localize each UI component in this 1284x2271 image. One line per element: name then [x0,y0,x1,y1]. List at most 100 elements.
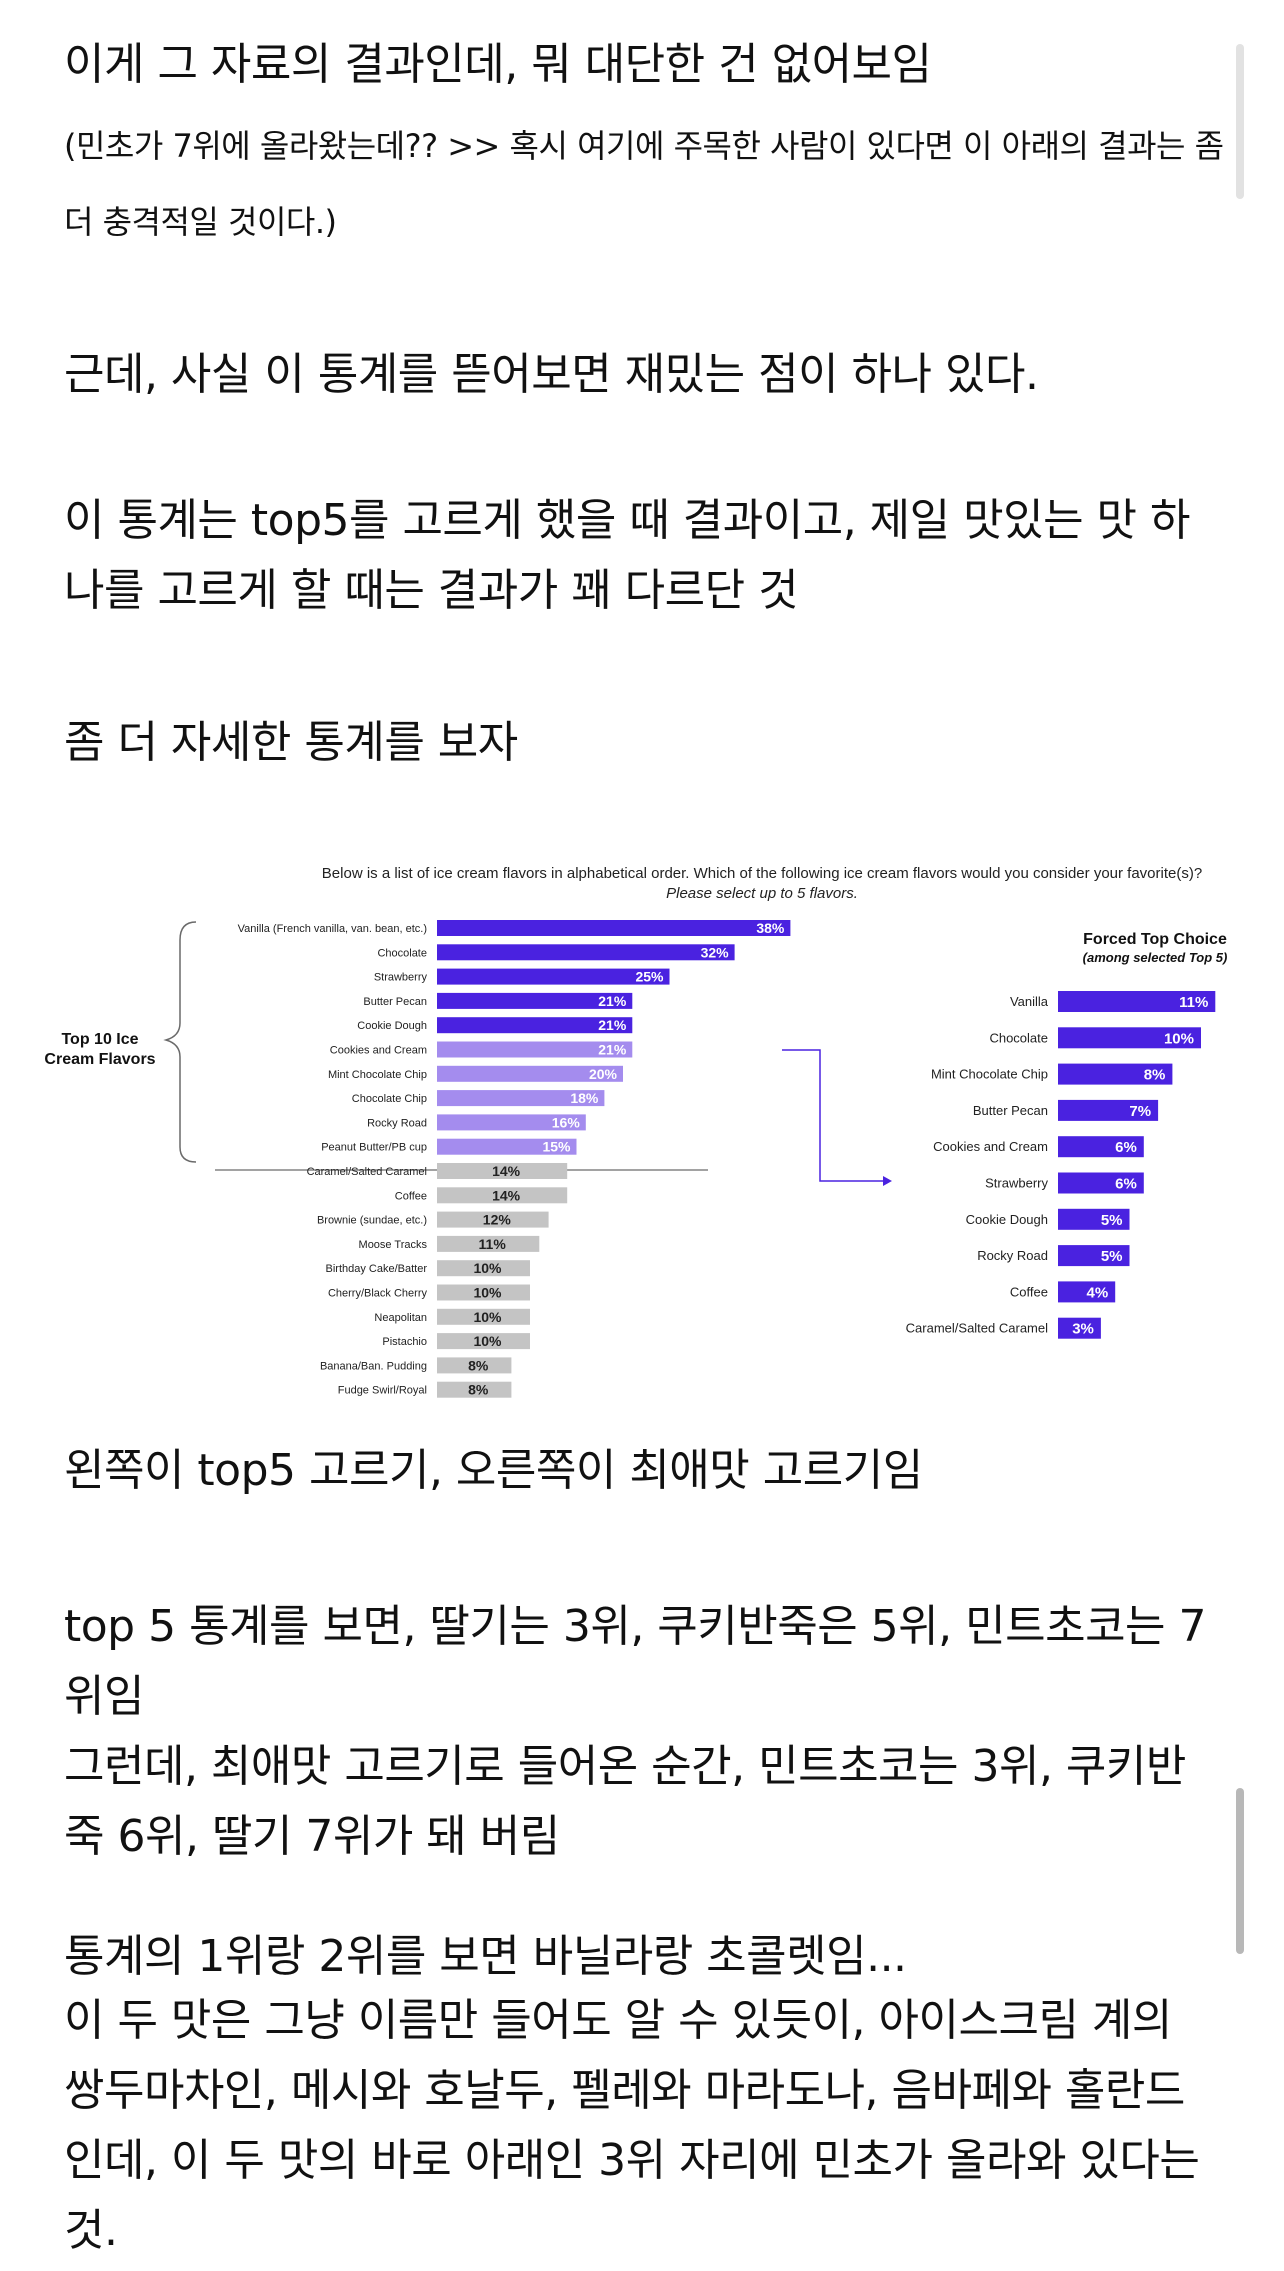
left-category-label: Fudge Swirl/Royal [338,1385,427,1397]
right-bar-value: 11% [1179,994,1208,1011]
left-category-label: Cherry/Black Cherry [328,1288,428,1300]
paragraph-3: 근데, 사실 이 통계를 뜯어보면 재밌는 점이 하나 있다. [64,349,1039,400]
left-bar-value: 38% [756,920,785,936]
right-category-label: Cookies and Cream [933,1139,1048,1154]
right-category-label: Cookie Dough [966,1212,1048,1227]
paragraph-9: 통계의 1위랑 2위를 보면 바닐라랑 초콜렛임... [64,1931,907,1982]
left-bar [437,1284,530,1301]
paragraph-5: 좀 더 자세한 통계를 보자 [64,717,518,768]
right-bar [1058,991,1216,1012]
scrollbar-top-indicator[interactable] [1236,44,1244,199]
chart-title: Below is a list of ice cream flavors in … [322,865,1202,882]
left-bar-value: 10% [473,1260,502,1276]
paragraph-4: 이 통계는 top5를 고르게 했을 때 결과이고, 제일 맛있는 맛 하나를 … [64,495,1191,616]
paragraph-8: 그런데, 최애맛 고르기로 들어온 순간, 민트초코는 3위, 쿠키반죽 6위,… [64,1741,1186,1862]
connector-arrow-head [883,1176,892,1186]
right-bar [1058,1027,1201,1049]
left-bar [437,1017,633,1034]
group-label-line-1: Top 10 Ice [61,1031,138,1048]
left-bar [437,1041,633,1058]
left-category-label: Chocolate Chip [352,1093,427,1105]
left-category-label: Birthday Cake/Batter [326,1263,428,1275]
left-bar-value: 18% [570,1090,599,1106]
scrollbar-thumb[interactable] [1236,1788,1244,1954]
left-category-label: Butter Pecan [363,996,427,1008]
left-bar-value: 10% [473,1333,502,1349]
left-category-label: Cookies and Cream [330,1045,427,1057]
right-category-label: Vanilla [1010,994,1049,1009]
left-category-label: Coffee [395,1190,427,1202]
right-bar [1058,1172,1144,1194]
right-category-label: Caramel/Salted Caramel [906,1321,1048,1336]
left-category-label: Strawberry [374,972,428,984]
left-category-label: Moose Tracks [359,1239,428,1251]
left-bar-value: 15% [542,1139,571,1155]
right-bar-value: 4% [1087,1284,1109,1301]
right-category-label: Butter Pecan [973,1103,1048,1118]
left-category-label: Cookie Dough [357,1020,427,1032]
left-bar-series: Vanilla (French vanilla, van. bean, etc.… [238,920,791,1398]
left-bar [437,1333,530,1350]
left-bar [437,920,791,936]
left-bar-value: 21% [598,1042,627,1058]
left-bar [437,1381,512,1398]
group-brace [163,921,197,1163]
left-bar-value: 11% [479,1236,507,1252]
left-bar [437,1211,549,1228]
left-bar [437,1187,568,1204]
left-category-label: Chocolate [377,947,427,959]
left-bar-value: 20% [589,1066,618,1082]
right-bar [1058,1099,1159,1121]
left-bar-value: 32% [701,944,730,960]
connector-arrow-line [782,1049,886,1182]
left-bar [437,1260,530,1277]
left-bar-value: 10% [473,1285,502,1301]
left-category-label: Brownie (sundae, etc.) [317,1215,427,1227]
left-bar [437,1163,568,1179]
right-category-label: Mint Chocolate Chip [931,1067,1048,1082]
left-bar-value: 16% [552,1114,581,1130]
left-bar-value: 21% [598,1017,627,1033]
right-bar [1058,1136,1144,1158]
ice-cream-flavor-chart: Below is a list of ice cream flavors in … [44,865,1228,1398]
right-bar-value: 5% [1101,1212,1123,1229]
right-bar [1058,1208,1130,1230]
right-bar-value: 10% [1164,1030,1194,1047]
right-chart-subtitle: (among selected Top 5) [1083,950,1228,965]
right-bar-series: Vanilla 11% Chocolate 10% Mint Chocolate Chi… [906,991,1216,1339]
right-bar [1058,1063,1173,1085]
left-category-label: Neapolitan [374,1312,427,1324]
left-category-label: Mint Chocolate Chip [328,1069,427,1081]
left-bar [437,1114,586,1131]
paragraph-1: 이게 그 자료의 결과인데, 뭐 대단한 건 없어보임 [64,39,932,90]
left-bar-value: 10% [473,1309,502,1325]
right-bar-value: 8% [1144,1067,1166,1084]
paragraph-7: top 5 통계를 보면, 딸기는 3위, 쿠키반죽은 5위, 민트초코는 7위… [64,1601,1207,1722]
right-bar-value: 7% [1129,1103,1151,1120]
left-category-label: Pistachio [382,1336,427,1348]
left-bar-value: 21% [598,993,627,1009]
left-bar [437,1235,540,1252]
right-chart-title: Forced Top Choice [1083,931,1227,948]
right-category-label: Rocky Road [977,1248,1048,1263]
left-bar-value: 14% [492,1163,521,1179]
chart-subtitle: Please select up to 5 flavors. [666,885,858,902]
left-bar [437,1357,512,1374]
right-bar-value: 5% [1101,1248,1123,1265]
right-category-label: Strawberry [985,1176,1048,1191]
paragraph-2-note: (민초가 7위에 올라왔는데?? >> 혹시 여기에 주목한 사람이 있다면 이… [64,127,1224,241]
left-category-label: Banana/Ban. Pudding [320,1360,427,1372]
right-bar [1058,1245,1130,1267]
left-category-label: Caramel/Salted Caramel [307,1166,427,1178]
left-bar-value: 14% [492,1187,521,1203]
left-category-label: Rocky Road [367,1117,427,1129]
right-category-label: Chocolate [989,1030,1048,1045]
right-bar-value: 6% [1115,1176,1137,1193]
left-bar-value: 8% [468,1382,489,1398]
right-bar-value: 3% [1072,1321,1094,1338]
right-category-label: Coffee [1010,1284,1048,1299]
left-category-label: Peanut Butter/PB cup [321,1142,427,1154]
paragraph-6: 왼쪽이 top5 고르기, 오른쪽이 최애맛 고르기임 [64,1445,923,1496]
left-category-label: Vanilla (French vanilla, van. bean, etc.… [238,923,427,935]
left-bar-value: 12% [483,1212,512,1228]
